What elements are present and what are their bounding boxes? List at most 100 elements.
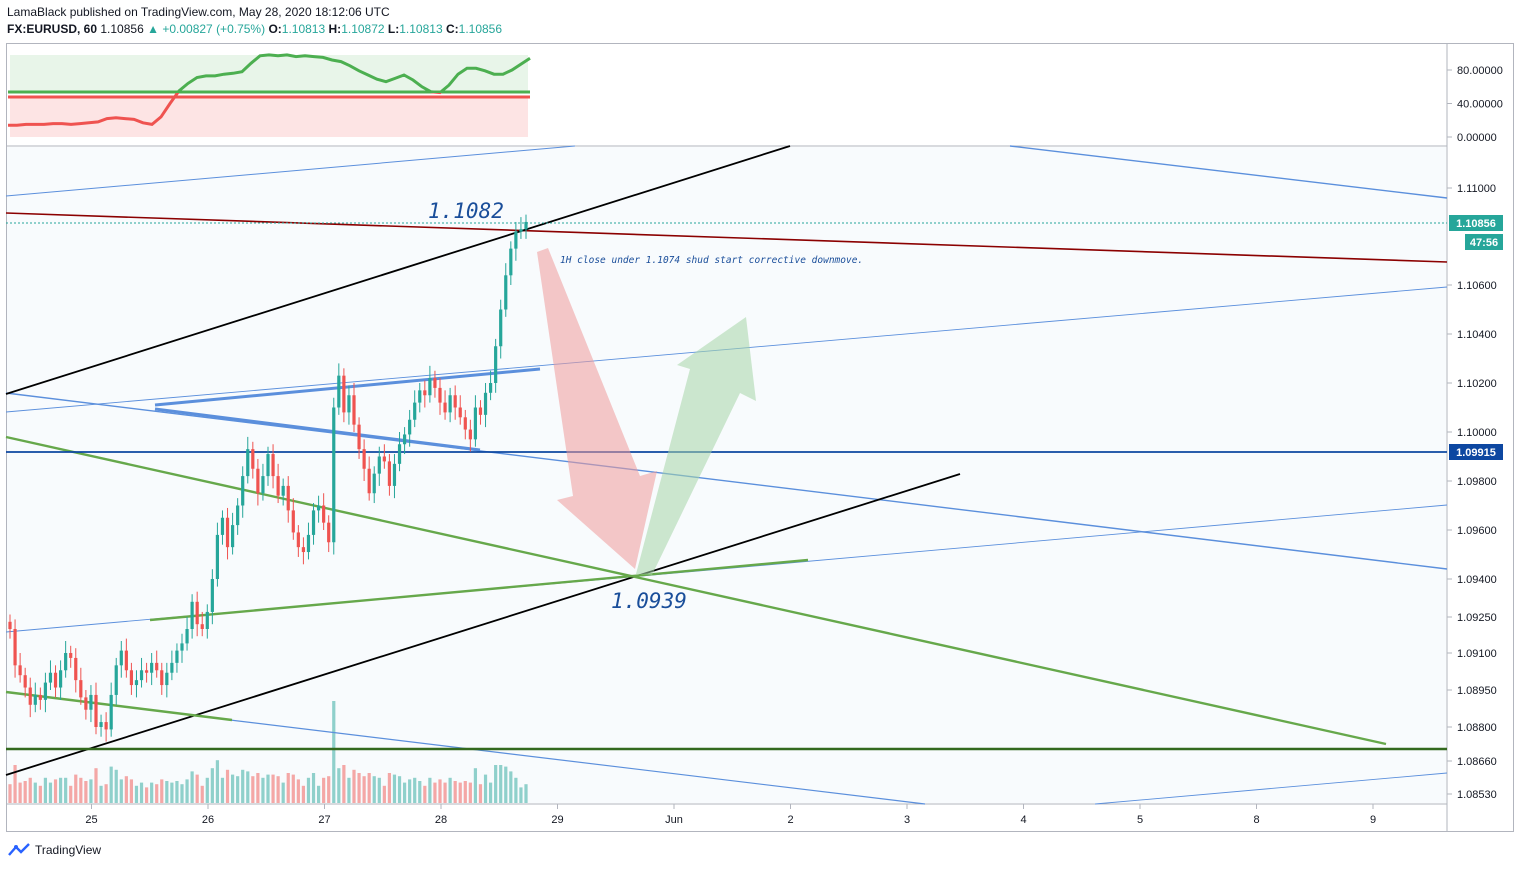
candle-body xyxy=(124,650,128,671)
candle-body xyxy=(286,485,290,511)
volume-bar xyxy=(392,774,397,803)
volume-bar xyxy=(443,782,447,803)
candlesticks xyxy=(8,214,528,742)
candle-body xyxy=(241,476,245,506)
volume-bar xyxy=(478,784,483,803)
volume-bar xyxy=(322,777,326,803)
candle-body xyxy=(291,510,295,533)
candle-body xyxy=(509,248,513,276)
candle-body xyxy=(175,650,179,663)
volume-bar xyxy=(99,785,103,803)
candle-body xyxy=(185,629,189,644)
candle-body xyxy=(230,525,235,548)
osc-tick-label: 40.00000 xyxy=(1457,99,1503,111)
volume-bar xyxy=(468,782,472,803)
candle-body xyxy=(104,722,108,730)
thin-blue-trendline xyxy=(5,145,576,197)
candle-body xyxy=(337,375,341,408)
candle-body xyxy=(372,473,376,494)
time-tick-label: 27 xyxy=(318,814,330,826)
volume-bar xyxy=(109,766,113,803)
candle-body xyxy=(281,485,285,496)
volume-bar xyxy=(230,774,235,803)
volume-bar xyxy=(327,776,331,803)
thick-blue-segment xyxy=(154,367,541,407)
last-price-badge xyxy=(1449,215,1503,231)
price-tick-label: 1.10000 xyxy=(1457,427,1497,439)
price-axis: 1.11000 1.10600 1.10400 1.10200 1.10000 1.098… xyxy=(1447,183,1497,801)
symbol-label: FX:EURUSD, 60 xyxy=(7,22,98,36)
level-badge-text: 1.09915 xyxy=(1456,447,1496,459)
candle-body xyxy=(296,532,300,548)
candle-body xyxy=(109,694,113,730)
volume-bar xyxy=(185,779,189,803)
red-resistance-line xyxy=(5,212,1448,263)
volume-bar xyxy=(372,776,376,803)
candle-body xyxy=(357,424,361,450)
candle-body xyxy=(342,375,346,413)
volume-bar xyxy=(504,766,508,803)
note-annotation: 1H close under 1.1074 shud start correct… xyxy=(560,255,863,266)
thick-blue-descending-segment xyxy=(154,407,481,452)
volume-bar xyxy=(276,776,280,803)
candle-body xyxy=(519,229,523,232)
volume-bar xyxy=(311,773,316,803)
time-tick-label: 26 xyxy=(202,814,214,826)
volume-bar xyxy=(316,785,321,803)
bottom-right-blue-trendline xyxy=(1094,772,1448,805)
volume-bar xyxy=(94,768,98,803)
time-tick-label: 4 xyxy=(1020,814,1026,826)
candle-body xyxy=(256,468,260,494)
candle-body xyxy=(220,517,225,535)
volume-bar xyxy=(347,777,351,803)
up-arrow xyxy=(636,317,756,575)
candle-body xyxy=(205,611,209,629)
time-tick-label: 3 xyxy=(904,814,910,826)
volume-bar xyxy=(413,777,417,803)
time-tick-label: 28 xyxy=(435,814,447,826)
candle-body xyxy=(53,672,58,688)
last-price-badge-text: 1.10856 xyxy=(1456,218,1496,230)
volume-bar xyxy=(236,776,240,803)
upper-blue-trendline xyxy=(1009,145,1448,199)
volume-bar xyxy=(448,777,452,803)
countdown-badge xyxy=(1465,234,1503,250)
candle-body xyxy=(89,694,93,710)
volume-bar xyxy=(357,773,361,803)
volume-bar xyxy=(291,774,295,803)
osc-line-oversold xyxy=(8,93,442,127)
bottom-blue-trendline xyxy=(229,719,926,805)
close-label: C: xyxy=(445,22,459,36)
osc-overbought-zone xyxy=(10,55,528,93)
volume-bar xyxy=(124,776,128,803)
volume-bar xyxy=(13,765,17,803)
volume-bar xyxy=(509,771,513,803)
footer-brand[interactable]: TradingView xyxy=(8,843,101,857)
volume-bar xyxy=(18,782,22,803)
volume-bars xyxy=(8,701,528,803)
volume-bar xyxy=(215,760,220,803)
volume-bar xyxy=(382,785,386,803)
candle-body xyxy=(266,454,270,477)
candle-body xyxy=(251,449,255,469)
volume-bar xyxy=(175,781,179,803)
top-price-annotation: 1.1082 xyxy=(428,199,504,223)
volume-bar xyxy=(119,779,123,803)
volume-bar xyxy=(397,776,402,803)
volume-bar xyxy=(286,773,290,803)
countdown-badge-text: 47:56 xyxy=(1470,237,1498,249)
candle-body xyxy=(276,476,280,496)
candle-body xyxy=(246,449,250,477)
volume-bar xyxy=(160,779,164,803)
open-label: O: xyxy=(268,22,282,36)
candle-body xyxy=(195,601,199,625)
price-tick-label: 1.08530 xyxy=(1457,789,1497,801)
open-value: 1.10813 xyxy=(281,22,326,36)
candle-body xyxy=(362,449,366,469)
high-label: H: xyxy=(328,22,342,36)
candle-body xyxy=(215,534,220,579)
price-tick-label: 1.08800 xyxy=(1457,722,1497,734)
last-price: 1.10856 xyxy=(100,22,144,36)
volume-bar xyxy=(79,777,83,803)
